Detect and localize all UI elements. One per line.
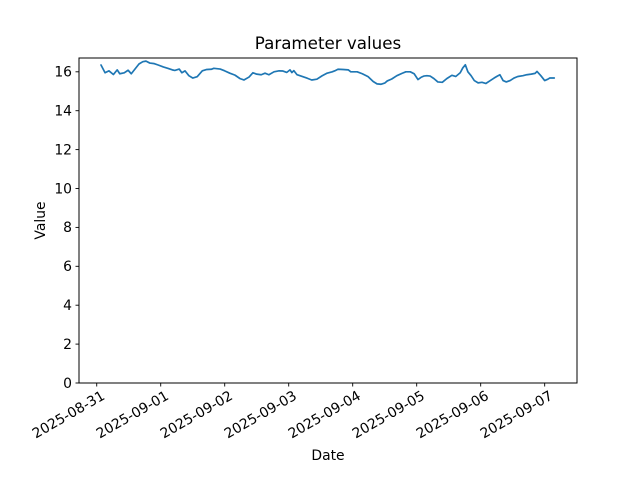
x-axis-label: Date <box>311 448 344 464</box>
y-tick-label: 0 <box>63 376 72 392</box>
plot-spines <box>78 57 578 384</box>
data-line <box>100 60 556 86</box>
y-tick-label: 8 <box>63 220 72 236</box>
axes-layer: 02468101214162025-08-312025-09-012025-09… <box>30 57 578 442</box>
y-axis-label: Value <box>33 201 49 239</box>
chart-title: Parameter values <box>255 33 401 53</box>
y-tick-label: 14 <box>54 104 72 120</box>
y-tick-label: 10 <box>54 181 72 197</box>
x-tick-label: 2025-09-07 <box>478 388 556 442</box>
y-tick-label: 4 <box>63 298 72 314</box>
y-tick-label: 6 <box>63 259 72 275</box>
y-tick-label: 2 <box>63 337 72 353</box>
y-tick-label: 12 <box>54 142 72 158</box>
y-tick-label: 16 <box>54 65 72 81</box>
data-series-layer <box>100 60 556 86</box>
